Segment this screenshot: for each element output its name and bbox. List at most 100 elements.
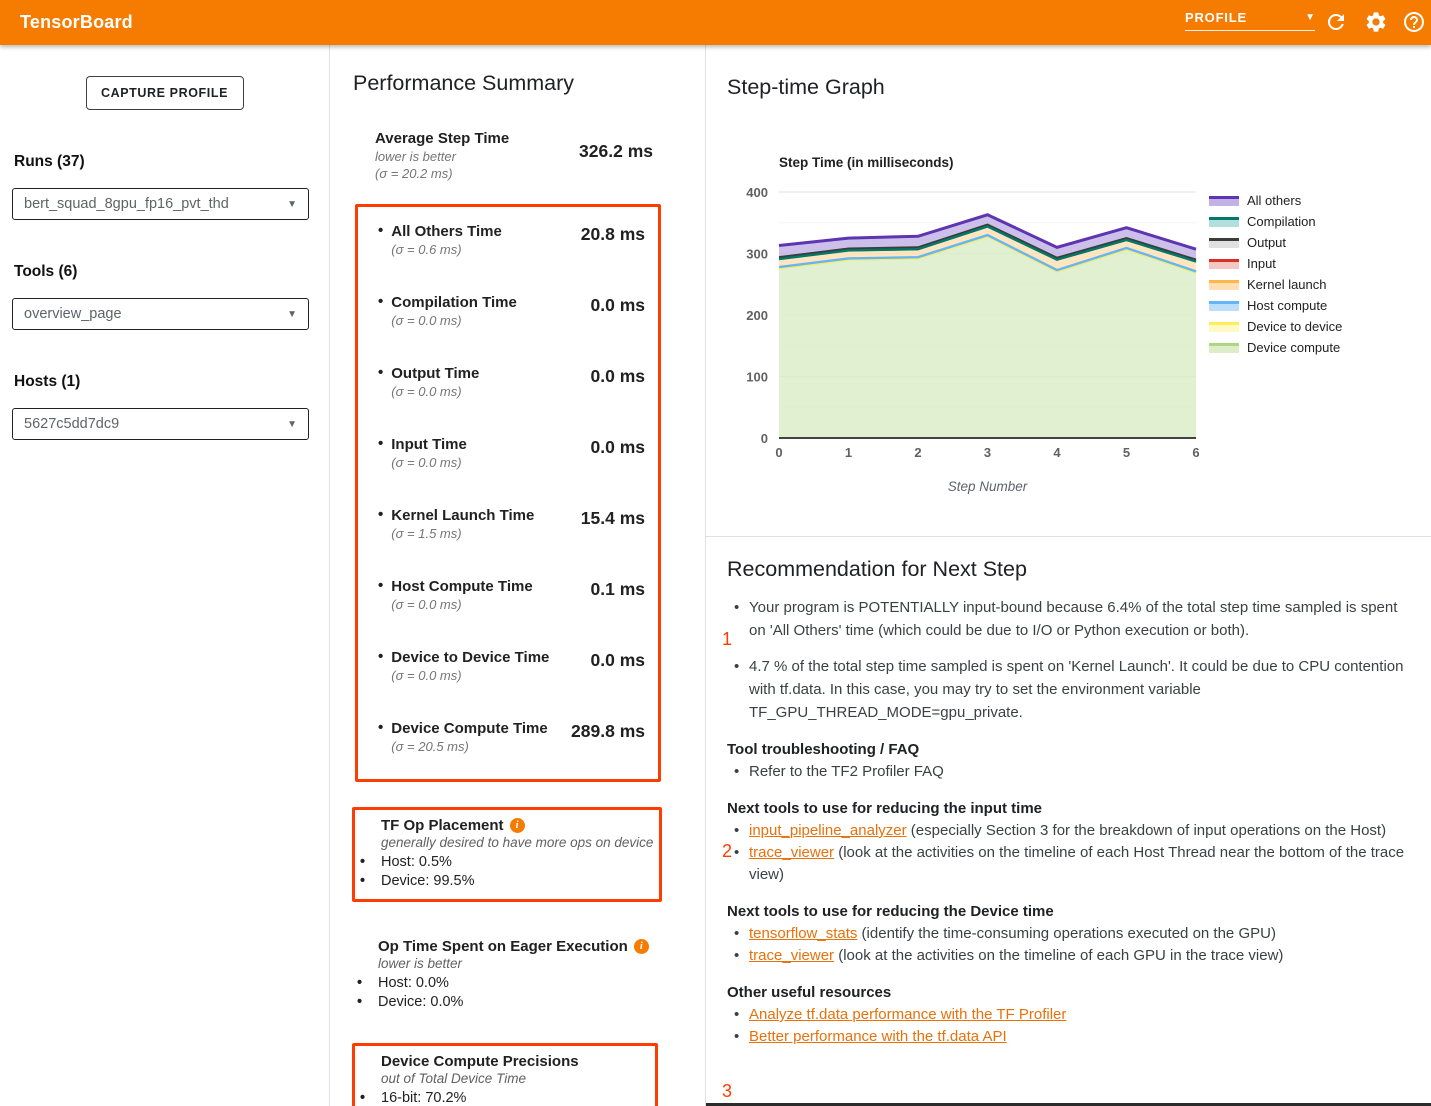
eager-execution-note: lower is better [352, 955, 705, 973]
metric-name: Compilation Time [391, 293, 590, 312]
section-item: trace_viewer (look at the activities on … [727, 842, 1405, 886]
rec-text: (identify the time-consuming operations … [857, 925, 1276, 942]
chevron-down-icon: ▼ [287, 309, 297, 320]
metric-value: 0.0 ms [591, 366, 645, 387]
legend-item: Output [1209, 232, 1342, 253]
section-item: input_pipeline_analyzer (especially Sect… [727, 820, 1405, 842]
legend-swatch [1209, 301, 1239, 311]
capture-profile-button[interactable]: CAPTURE PROFILE [86, 76, 244, 110]
metric-value: 15.4 ms [581, 508, 645, 529]
tools-select-value: overview_page [24, 306, 122, 322]
recommendation-section: Next tools to use for reducing the input… [727, 800, 1405, 886]
recommendation-card: Recommendation for Next Step Your progra… [706, 537, 1431, 1048]
rec-link[interactable]: Analyze tf.data performance with the TF … [749, 1006, 1066, 1023]
step-time-graph-card: Step-time Graph 01002003004000123456Step… [706, 45, 1431, 537]
reload-icon[interactable] [1324, 10, 1348, 34]
stat-item: Host: 0.5% [355, 853, 659, 872]
performance-summary-panel: Performance Summary Average Step Time lo… [330, 45, 706, 1106]
chevron-down-icon: ▼ [1305, 12, 1315, 23]
section-heading: Tool troubleshooting / FAQ [727, 741, 1405, 758]
metric-value: 0.0 ms [591, 295, 645, 316]
legend-item: Compilation [1209, 211, 1342, 232]
metric-sigma: (σ = 0.0 ms) [391, 596, 590, 613]
legend-item: Device to device [1209, 316, 1342, 337]
metric-label-block: Compilation Time(σ = 0.0 ms) [391, 293, 590, 329]
legend-item: Device compute [1209, 337, 1342, 358]
settings-gear-icon[interactable] [1364, 10, 1388, 34]
metric-label-block: Host Compute Time(σ = 0.0 ms) [391, 577, 590, 613]
metric-row: •Output Time(σ = 0.0 ms)0.0 ms [358, 353, 658, 424]
help-icon[interactable] [1402, 10, 1426, 34]
chevron-down-icon: ▼ [287, 419, 297, 430]
runs-label: Runs (37) [14, 153, 329, 171]
recommendation-bullet: 4.7 % of the total step time sampled is … [727, 655, 1405, 724]
legend-swatch [1209, 217, 1239, 227]
metric-sigma: (σ = 20.5 ms) [391, 738, 571, 755]
legend-swatch [1209, 322, 1239, 332]
metric-sigma: (σ = 0.0 ms) [391, 667, 590, 684]
legend-item: Host compute [1209, 295, 1342, 316]
rec-link[interactable]: input_pipeline_analyzer [749, 822, 907, 839]
runs-select-value: bert_squad_8gpu_fp16_pvt_thd [24, 196, 229, 212]
svg-text:0: 0 [761, 431, 768, 446]
svg-text:Step Number: Step Number [948, 479, 1028, 494]
svg-text:Step Time (in milliseconds): Step Time (in milliseconds) [779, 155, 954, 170]
hosts-select[interactable]: 5627c5dd7dc9 ▼ [12, 408, 309, 440]
metric-value: 0.0 ms [591, 437, 645, 458]
rec-link[interactable]: trace_viewer [749, 844, 834, 861]
metric-sigma: (σ = 0.0 ms) [391, 383, 590, 400]
info-icon[interactable]: i [510, 818, 525, 833]
legend-label: Device compute [1247, 340, 1340, 355]
recommendation-bullet: Your program is POTENTIALLY input-bound … [727, 596, 1405, 642]
svg-text:0: 0 [775, 445, 782, 460]
app-title: TensorBoard [20, 12, 133, 33]
metric-value: 20.8 ms [581, 224, 645, 245]
section-item: Analyze tf.data performance with the TF … [727, 1004, 1405, 1026]
metric-name: Input Time [391, 435, 590, 454]
stat-item: Host: 0.0% [352, 974, 705, 993]
metric-label-block: Input Time(σ = 0.0 ms) [391, 435, 590, 471]
metric-name: All Others Time [391, 222, 581, 241]
section-item: trace_viewer (look at the activities on … [727, 945, 1405, 967]
metric-value: 326.2 ms [579, 141, 653, 182]
tools-select[interactable]: overview_page ▼ [12, 298, 309, 330]
svg-text:4: 4 [1053, 445, 1061, 460]
metric-value: 289.8 ms [571, 721, 645, 742]
rec-link[interactable]: tensorflow_stats [749, 925, 857, 942]
tf-op-placement-title: TF Op Placement i [355, 817, 659, 834]
tools-label: Tools (6) [14, 263, 329, 281]
metric-label-block: Output Time(σ = 0.0 ms) [391, 364, 590, 400]
section-heading: Next tools to use for reducing the input… [727, 800, 1405, 817]
hosts-select-value: 5627c5dd7dc9 [24, 416, 119, 432]
top-app-bar: TensorBoard PROFILE ▼ [0, 0, 1431, 45]
svg-text:300: 300 [746, 247, 768, 262]
chevron-down-icon: ▼ [287, 199, 297, 210]
legend-item: Kernel launch [1209, 274, 1342, 295]
legend-item: Input [1209, 253, 1342, 274]
legend-swatch [1209, 259, 1239, 269]
metric-row: •Compilation Time(σ = 0.0 ms)0.0 ms [358, 282, 658, 353]
section-item: Refer to the TF2 Profiler FAQ [727, 761, 1405, 783]
device-precisions-items: 16-bit: 70.2%32-bit: 29.8% [355, 1089, 655, 1106]
metric-label-block: Device Compute Time(σ = 20.5 ms) [391, 719, 571, 755]
dashboard-selector[interactable]: PROFILE ▼ [1185, 10, 1315, 31]
legend-label: Kernel launch [1247, 277, 1327, 292]
device-precisions-note: out of Total Device Time [355, 1070, 655, 1088]
svg-text:5: 5 [1123, 445, 1130, 460]
legend-swatch [1209, 280, 1239, 290]
rec-link[interactable]: trace_viewer [749, 947, 834, 964]
bullet-dot: • [378, 435, 383, 452]
svg-text:100: 100 [746, 370, 768, 385]
hosts-label: Hosts (1) [14, 373, 329, 391]
bullet-dot: • [378, 222, 383, 239]
legend-swatch [1209, 196, 1239, 206]
metric-label-block: Kernel Launch Time(σ = 1.5 ms) [391, 506, 581, 542]
info-icon[interactable]: i [634, 939, 649, 954]
metric-row: •Kernel Launch Time(σ = 1.5 ms)15.4 ms [358, 495, 658, 566]
metric-name: Average Step Time [375, 129, 509, 148]
runs-select[interactable]: bert_squad_8gpu_fp16_pvt_thd ▼ [12, 188, 309, 220]
rec-link[interactable]: Better performance with the tf.data API [749, 1028, 1007, 1045]
svg-text:200: 200 [746, 308, 768, 323]
tf-op-placement-items: Host: 0.5%Device: 99.5% [355, 853, 659, 891]
legend-label: Input [1247, 256, 1276, 271]
